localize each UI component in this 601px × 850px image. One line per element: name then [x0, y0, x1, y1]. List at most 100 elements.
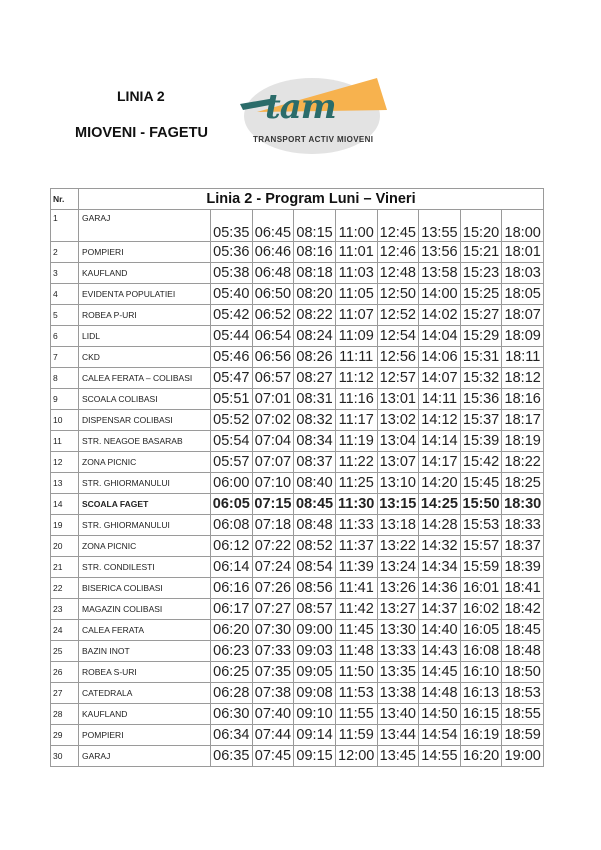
departure-time: 15:21	[459, 241, 503, 263]
departure-time: 11:30	[334, 493, 378, 515]
table-row: 13 STR. GHIORMANULUI 06:00 07:10 08:40 11:25 1…	[50, 472, 544, 494]
stop-name: ZONA PICNIC	[78, 451, 211, 473]
departure-time: 05:52	[210, 409, 253, 431]
departure-time: 13:30	[376, 619, 420, 641]
departure-time: 05:38	[210, 262, 253, 284]
departure-time: 12:00	[334, 745, 378, 767]
stop-name: KAUFLAND	[78, 703, 211, 725]
timetable: Nr. Linia 2 - Program Luni – Vineri 1 GAR…	[50, 188, 544, 767]
departure-time: 18:05	[501, 283, 544, 305]
departure-time: 11:33	[334, 514, 378, 536]
departure-time: 14:28	[418, 514, 461, 536]
departure-time: 18:19	[501, 430, 544, 452]
departure-time: 14:55	[418, 745, 461, 767]
stop-number: 30	[50, 745, 79, 767]
departure-time: 09:15	[293, 745, 336, 767]
line-title: LINIA 2	[117, 88, 165, 104]
departure-time: 14:06	[418, 346, 461, 368]
departure-time: 13:15	[376, 493, 420, 515]
departure-time: 11:03	[334, 262, 378, 284]
departure-time: 15:31	[459, 346, 503, 368]
departure-time: 15:29	[459, 325, 503, 347]
departure-time: 06:54	[251, 325, 295, 347]
stop-name: SCOALA FAGET	[78, 493, 211, 515]
departure-time: 08:37	[293, 451, 336, 473]
stop-number: 12	[50, 451, 79, 473]
table-row: 26 ROBEA S-URI 06:25 07:35 09:05 11:50 13:35 14…	[50, 661, 544, 683]
departure-time: 18:39	[501, 556, 544, 578]
departure-time: 14:17	[418, 451, 461, 473]
departure-time: 09:05	[293, 661, 336, 683]
departure-time: 07:45	[251, 745, 295, 767]
departure-time: 13:07	[376, 451, 420, 473]
departure-time: 14:50	[418, 703, 461, 725]
departure-time: 13:26	[376, 577, 420, 599]
departure-time: 13:10	[376, 472, 420, 494]
table-row: 3 KAUFLAND 05:38 06:48 08:18 11:03 12:48 13:58 1…	[50, 262, 544, 284]
departure-time: 18:45	[501, 619, 544, 641]
departure-time: 13:38	[376, 682, 420, 704]
departure-time: 12:48	[376, 262, 420, 284]
departure-time: 13:01	[376, 388, 420, 410]
departure-time: 08:57	[293, 598, 336, 620]
table-row: 1 GARAJ 05:35 06:45 08:15 11:00 12:45 13:55 15:2…	[50, 209, 544, 242]
departure-time: 18:22	[501, 451, 544, 473]
stop-number: 27	[50, 682, 79, 704]
departure-time: 18:33	[501, 514, 544, 536]
departure-time: 12:52	[376, 304, 420, 326]
departure-time: 12:54	[376, 325, 420, 347]
departure-time: 14:43	[418, 640, 461, 662]
departure-time: 15:50	[459, 493, 503, 515]
departure-time: 15:20	[459, 209, 503, 242]
departure-time: 11:16	[334, 388, 378, 410]
departure-time: 13:27	[376, 598, 420, 620]
departure-time: 15:45	[459, 472, 503, 494]
departure-time: 11:37	[334, 535, 378, 557]
table-row: 28 KAUFLAND 06:30 07:40 09:10 11:55 13:40 14:50…	[50, 703, 544, 725]
departure-time: 11:12	[334, 367, 378, 389]
departure-time: 14:45	[418, 661, 461, 683]
departure-time: 14:11	[418, 388, 461, 410]
departure-time: 07:22	[251, 535, 295, 557]
departure-time: 13:58	[418, 262, 461, 284]
departure-time: 07:04	[251, 430, 295, 452]
route-title: MIOVENI - FAGETU	[75, 125, 208, 141]
departure-time: 06:14	[210, 556, 253, 578]
departure-time: 19:00	[501, 745, 544, 767]
stop-number: 29	[50, 724, 79, 746]
departure-time: 11:48	[334, 640, 378, 662]
table-row: 24 CALEA FERATA 06:20 07:30 09:00 11:45 13:30 1…	[50, 619, 544, 641]
departure-time: 14:02	[418, 304, 461, 326]
stop-number: 2	[50, 241, 79, 263]
departure-time: 08:22	[293, 304, 336, 326]
stop-name: MAGAZIN COLIBASI	[78, 598, 211, 620]
stop-name: STR. CONDILESTI	[78, 556, 211, 578]
departure-time: 14:12	[418, 409, 461, 431]
departure-time: 08:45	[293, 493, 336, 515]
departure-time: 16:10	[459, 661, 503, 683]
departure-time: 16:19	[459, 724, 503, 746]
departure-time: 13:22	[376, 535, 420, 557]
departure-time: 05:51	[210, 388, 253, 410]
departure-time: 16:15	[459, 703, 503, 725]
departure-time: 16:05	[459, 619, 503, 641]
stop-number: 25	[50, 640, 79, 662]
stop-name: CKD	[78, 346, 211, 368]
departure-time: 05:47	[210, 367, 253, 389]
table-row: 10 DISPENSAR COLIBASI 05:52 07:02 08:32 11:17…	[50, 409, 544, 431]
stop-name: BISERICA COLIBASI	[78, 577, 211, 599]
table-row: 6 LIDL 05:44 06:54 08:24 11:09 12:54 14:04 15:29…	[50, 325, 544, 347]
departure-time: 18:25	[501, 472, 544, 494]
table-row: 21 STR. CONDILESTI 06:14 07:24 08:54 11:39 13:…	[50, 556, 544, 578]
table-row: 9 SCOALA COLIBASI 05:51 07:01 08:31 11:16 13:0…	[50, 388, 544, 410]
departure-time: 06:50	[251, 283, 295, 305]
departure-time: 11:11	[334, 346, 378, 368]
departure-time: 06:46	[251, 241, 295, 263]
stop-number: 13	[50, 472, 79, 494]
departure-time: 09:10	[293, 703, 336, 725]
stop-number: 1	[50, 209, 79, 242]
departure-time: 08:15	[293, 209, 336, 242]
table-row: 2 POMPIERI 05:36 06:46 08:16 11:01 12:46 13:56 1…	[50, 241, 544, 263]
logo-wordmark: tam	[265, 87, 336, 127]
departure-time: 06:16	[210, 577, 253, 599]
